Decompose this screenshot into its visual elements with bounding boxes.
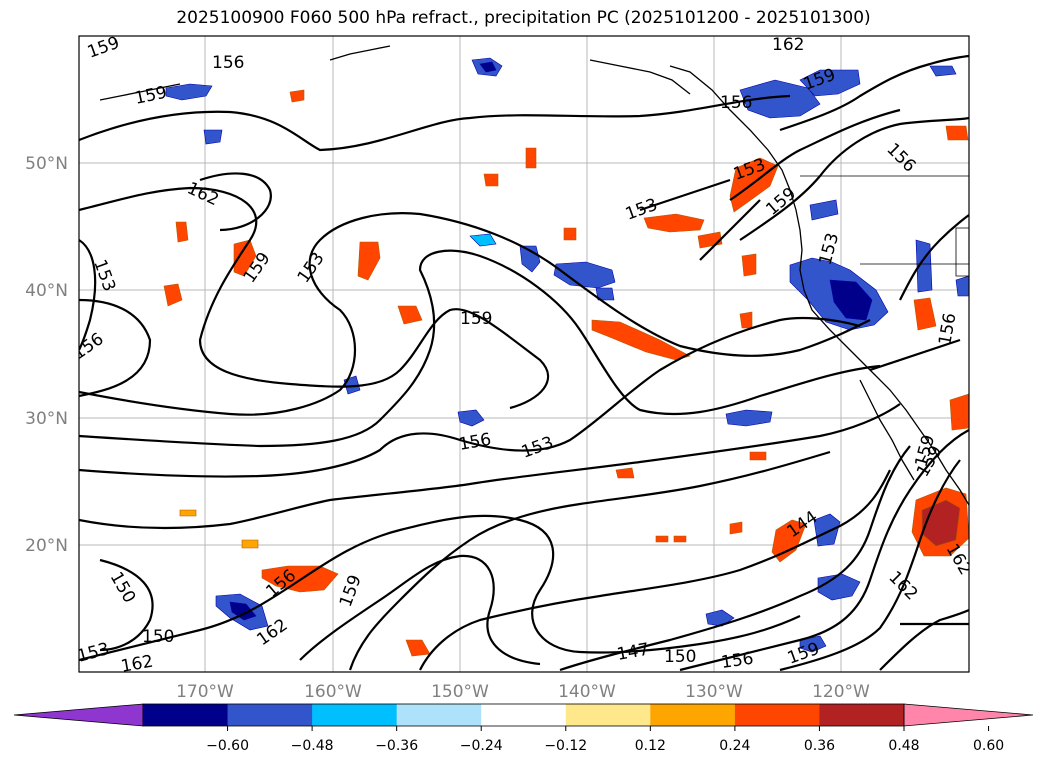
colorbar-tick-label: −0.48 <box>291 738 334 754</box>
precip-negative-patches <box>165 57 969 653</box>
lat-label: 20°N <box>25 536 68 556</box>
contour-label: 162 <box>772 35 804 55</box>
map-frame <box>78 35 970 673</box>
contour-label: 162 <box>119 652 154 677</box>
precip-positive-patches <box>163 89 969 657</box>
map-panel <box>79 36 969 672</box>
refractivity-contours <box>79 54 969 672</box>
colorbar: −0.60 −0.48 −0.36 −0.24 −0.12 0.12 0.24 0.36 0.4… <box>13 703 1034 754</box>
lon-label: 140°W <box>558 682 616 702</box>
lat-label: 50°N <box>25 154 68 174</box>
colorbar-bin <box>650 704 736 726</box>
lon-label: 130°W <box>685 682 743 702</box>
contour-label: 156 <box>720 93 752 113</box>
colorbar-tick-label: −0.60 <box>206 738 249 754</box>
contour-label: 156 <box>720 649 755 673</box>
contour-label: 159 <box>460 309 492 329</box>
lon-label: 160°W <box>304 682 362 702</box>
lon-label: 150°W <box>431 682 489 702</box>
colorbar-tick-label: −0.36 <box>375 738 418 754</box>
borders <box>800 175 969 277</box>
lat-label: 30°N <box>25 409 68 429</box>
colorbar-tick-label: −0.12 <box>544 738 587 754</box>
colorbar-tick-label: 0.60 <box>973 738 1004 754</box>
colorbar-bin <box>227 704 313 726</box>
colorbar-bin <box>481 704 567 726</box>
colorbar-tick-label: −0.24 <box>460 738 503 754</box>
colorbar-bin <box>312 704 398 726</box>
colorbar-bin <box>143 704 229 726</box>
colorbar-tick-label: 0.24 <box>719 738 750 754</box>
latitude-labels: 50°N 40°N 30°N 20°N <box>25 154 68 556</box>
map-title: 2025100900 F060 500 hPa refract., precip… <box>176 8 871 28</box>
colorbar-extend-high <box>903 703 1034 727</box>
colorbar-bins <box>13 703 1034 727</box>
colorbar-tick-label: 0.36 <box>804 738 835 754</box>
colorbar-ticks: −0.60 −0.48 −0.36 −0.24 −0.12 0.12 0.24 0.36 0.4… <box>206 726 1004 754</box>
colorbar-tick-label: 0.12 <box>635 738 666 754</box>
coastlines <box>99 45 969 506</box>
lat-label: 40°N <box>25 281 68 301</box>
contour-label: 150 <box>664 647 696 667</box>
colorbar-extend-low <box>13 703 144 727</box>
colorbar-bin <box>565 704 651 726</box>
contour-label: 150 <box>142 627 174 647</box>
colorbar-frame <box>142 703 905 727</box>
longitude-labels: 170°W 160°W 150°W 140°W 130°W 120°W <box>176 682 870 702</box>
lon-label: 120°W <box>812 682 870 702</box>
contour-label: 156 <box>212 53 244 73</box>
colorbar-bin <box>819 704 905 726</box>
contour-label-layer: 159 156 162 159 162 153 159 153 156 159 … <box>79 35 969 677</box>
colorbar-bin <box>396 704 482 726</box>
lon-label: 170°W <box>176 682 234 702</box>
colorbar-tick-label: 0.48 <box>888 738 919 754</box>
colorbar-bin <box>734 704 820 726</box>
